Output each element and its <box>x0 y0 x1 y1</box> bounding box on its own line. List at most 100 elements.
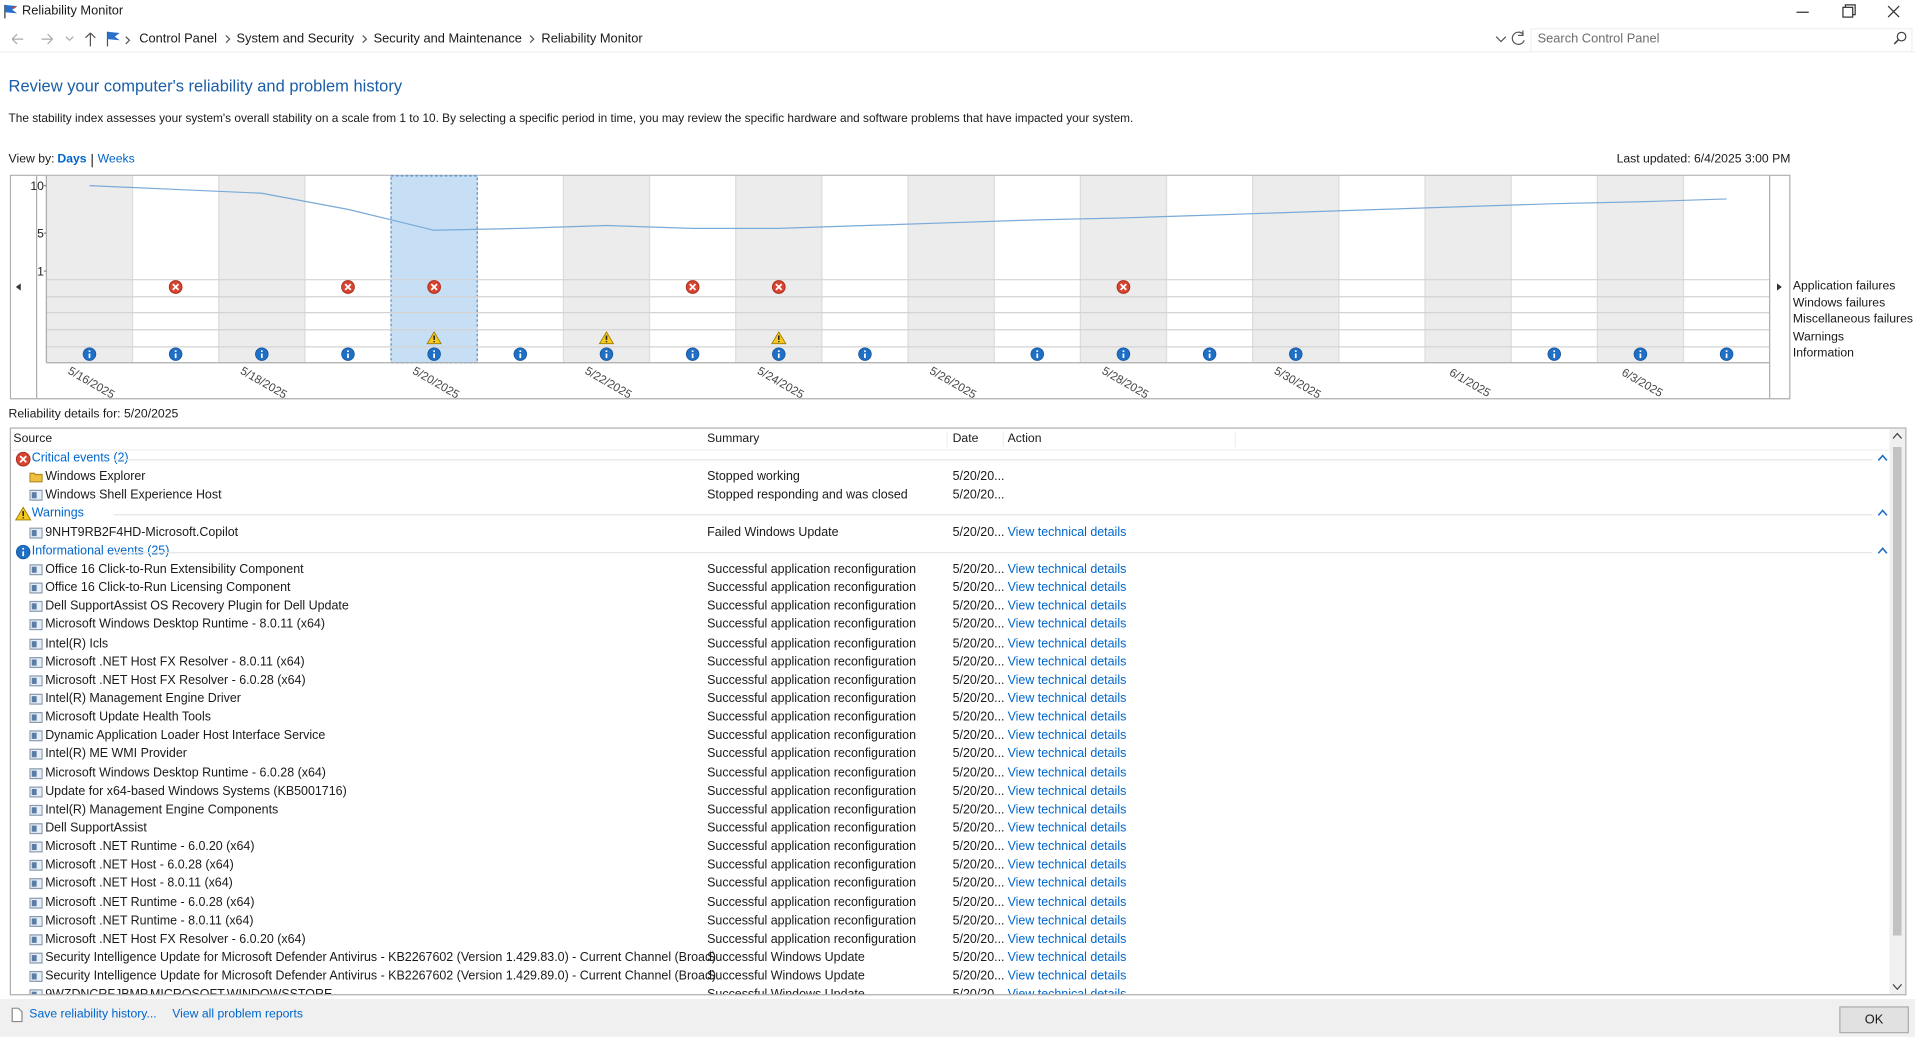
info-event[interactable] <box>685 347 700 361</box>
action-link[interactable]: View technical details <box>1007 858 1127 873</box>
day-column[interactable] <box>1252 175 1339 363</box>
action-link[interactable]: View technical details <box>1007 821 1127 836</box>
day-column[interactable] <box>1080 175 1167 363</box>
source[interactable]: Security Intelligence Update for Microso… <box>45 969 717 984</box>
source[interactable]: 9NHT9RB2F4HD-Microsoft.Copilot <box>45 525 239 540</box>
day-column[interactable] <box>304 175 392 363</box>
source[interactable]: Intel(R) Management Engine Driver <box>45 692 241 706</box>
scroll-left[interactable] <box>15 283 21 291</box>
group-header[interactable]: Critical events (2) <box>31 451 129 466</box>
address-actions[interactable] <box>1492 29 1531 49</box>
group-collapse[interactable] <box>1877 546 1888 556</box>
footer-link[interactable]: Save reliability history... <box>29 1007 157 1022</box>
column-header[interactable]: Date <box>952 432 979 446</box>
info-event[interactable] <box>772 347 786 361</box>
column-header[interactable]: Summary <box>707 432 760 446</box>
action-link[interactable]: View technical details <box>1007 877 1127 891</box>
day-column[interactable] <box>46 175 133 363</box>
column-header[interactable]: Source <box>13 432 53 446</box>
action-link[interactable]: View technical details <box>1007 618 1127 632</box>
action-link[interactable]: View technical details <box>1007 951 1127 965</box>
info-event[interactable] <box>1719 347 1734 361</box>
source[interactable]: Microsoft Update Health Tools <box>45 710 211 725</box>
day-column[interactable] <box>1511 175 1598 363</box>
scrollbar[interactable] <box>1889 428 1906 995</box>
source[interactable]: Microsoft .NET Runtime - 8.0.11 (x64) <box>45 914 254 928</box>
breadcrumb-item[interactable]: Security and Maintenance <box>373 31 522 47</box>
day-column[interactable] <box>821 175 909 363</box>
view-by-option[interactable]: Days <box>57 152 87 167</box>
source[interactable]: Office 16 Click-to-Run Licensing Compone… <box>45 581 291 595</box>
action-link[interactable]: View technical details <box>1007 525 1127 540</box>
critical-event[interactable] <box>341 280 355 294</box>
action-link[interactable]: View technical details <box>1007 581 1127 595</box>
action-link[interactable]: View technical details <box>1007 914 1127 928</box>
breadcrumb-item[interactable]: System and Security <box>236 31 355 47</box>
source[interactable]: Security Intelligence Update for Microso… <box>45 951 717 965</box>
day-column[interactable] <box>1683 175 1770 363</box>
source[interactable]: Microsoft .NET Runtime - 6.0.28 (x64) <box>45 895 255 910</box>
source[interactable]: Office 16 Click-to-Run Extensibility Com… <box>45 562 304 577</box>
scroll-up[interactable] <box>1892 431 1903 441</box>
window-controls[interactable] <box>1790 2 1912 22</box>
action-link[interactable]: View technical details <box>1007 969 1127 984</box>
action-link[interactable]: View technical details <box>1007 766 1127 780</box>
column-header[interactable]: Action <box>1007 432 1042 446</box>
source[interactable]: Microsoft .NET Host - 6.0.28 (x64) <box>45 858 234 873</box>
info-event[interactable] <box>1289 347 1303 361</box>
source[interactable]: Dell SupportAssist OS Recovery Plugin fo… <box>45 599 349 614</box>
info-event[interactable] <box>82 347 97 361</box>
day-column[interactable] <box>1166 175 1253 363</box>
action-link[interactable]: View technical details <box>1007 655 1127 669</box>
source[interactable]: Intel(R) ME WMI Provider <box>45 747 187 762</box>
source[interactable]: Windows Shell Experience Host <box>45 488 222 503</box>
scroll-down[interactable] <box>1892 982 1903 992</box>
scroll-right[interactable] <box>1776 283 1782 291</box>
action-link[interactable]: View technical details <box>1007 710 1127 725</box>
source[interactable]: Microsoft .NET Runtime - 6.0.20 (x64) <box>45 840 255 854</box>
day-column[interactable] <box>908 175 995 363</box>
action-link[interactable]: View technical details <box>1007 562 1127 577</box>
info-event[interactable] <box>1633 347 1648 361</box>
source[interactable]: Dell SupportAssist <box>45 821 147 836</box>
scroll-thumb[interactable] <box>1893 446 1902 936</box>
critical-event[interactable] <box>1116 280 1131 294</box>
day-column[interactable] <box>1338 175 1426 363</box>
day-column[interactable] <box>649 175 736 363</box>
source[interactable]: Microsoft .NET Host FX Resolver - 8.0.11… <box>45 655 305 669</box>
source[interactable]: 9WZDNCRFJBMP.MICROSOFT.WINDOWSSTORE <box>45 988 333 996</box>
critical-event[interactable] <box>168 280 183 294</box>
source[interactable]: Microsoft .NET Host - 8.0.11 (x64) <box>45 877 233 891</box>
action-link[interactable]: View technical details <box>1007 636 1127 651</box>
action-link[interactable]: View technical details <box>1007 803 1127 817</box>
day-column[interactable] <box>1425 175 1512 363</box>
warning-event[interactable] <box>598 331 615 345</box>
source[interactable]: Microsoft Windows Desktop Runtime - 6.0.… <box>45 766 326 780</box>
day-column[interactable] <box>218 175 305 363</box>
day-column[interactable] <box>994 175 1081 363</box>
footer-link[interactable]: View all problem reports <box>172 1007 303 1022</box>
info-event[interactable] <box>255 347 269 361</box>
critical-event[interactable] <box>427 280 441 294</box>
source[interactable]: Microsoft .NET Host FX Resolver - 6.0.28… <box>45 673 306 688</box>
action-link[interactable]: View technical details <box>1007 729 1127 743</box>
info-event[interactable] <box>1116 347 1131 361</box>
info-event[interactable] <box>1202 347 1217 361</box>
source[interactable]: Intel(R) Management Engine Components <box>45 803 279 817</box>
group-header[interactable]: Informational events (25) <box>31 544 170 558</box>
nav-buttons[interactable] <box>7 29 134 49</box>
info-event[interactable] <box>599 347 614 361</box>
search-icon[interactable] <box>1893 31 1908 46</box>
action-link[interactable]: View technical details <box>1007 673 1127 688</box>
info-event[interactable] <box>1547 347 1561 361</box>
group-header[interactable]: Warnings <box>31 507 84 521</box>
action-link[interactable]: View technical details <box>1007 599 1127 614</box>
group-collapse[interactable] <box>1877 453 1888 463</box>
source[interactable]: Update for x64-based Windows Systems (KB… <box>45 784 347 799</box>
search-placeholder[interactable]: Search Control Panel <box>1537 31 1660 47</box>
action-link[interactable]: View technical details <box>1007 988 1127 996</box>
info-event[interactable] <box>427 347 441 361</box>
action-link[interactable]: View technical details <box>1007 932 1127 947</box>
breadcrumb-item[interactable]: Control Panel <box>139 31 217 47</box>
info-event[interactable] <box>341 347 355 361</box>
